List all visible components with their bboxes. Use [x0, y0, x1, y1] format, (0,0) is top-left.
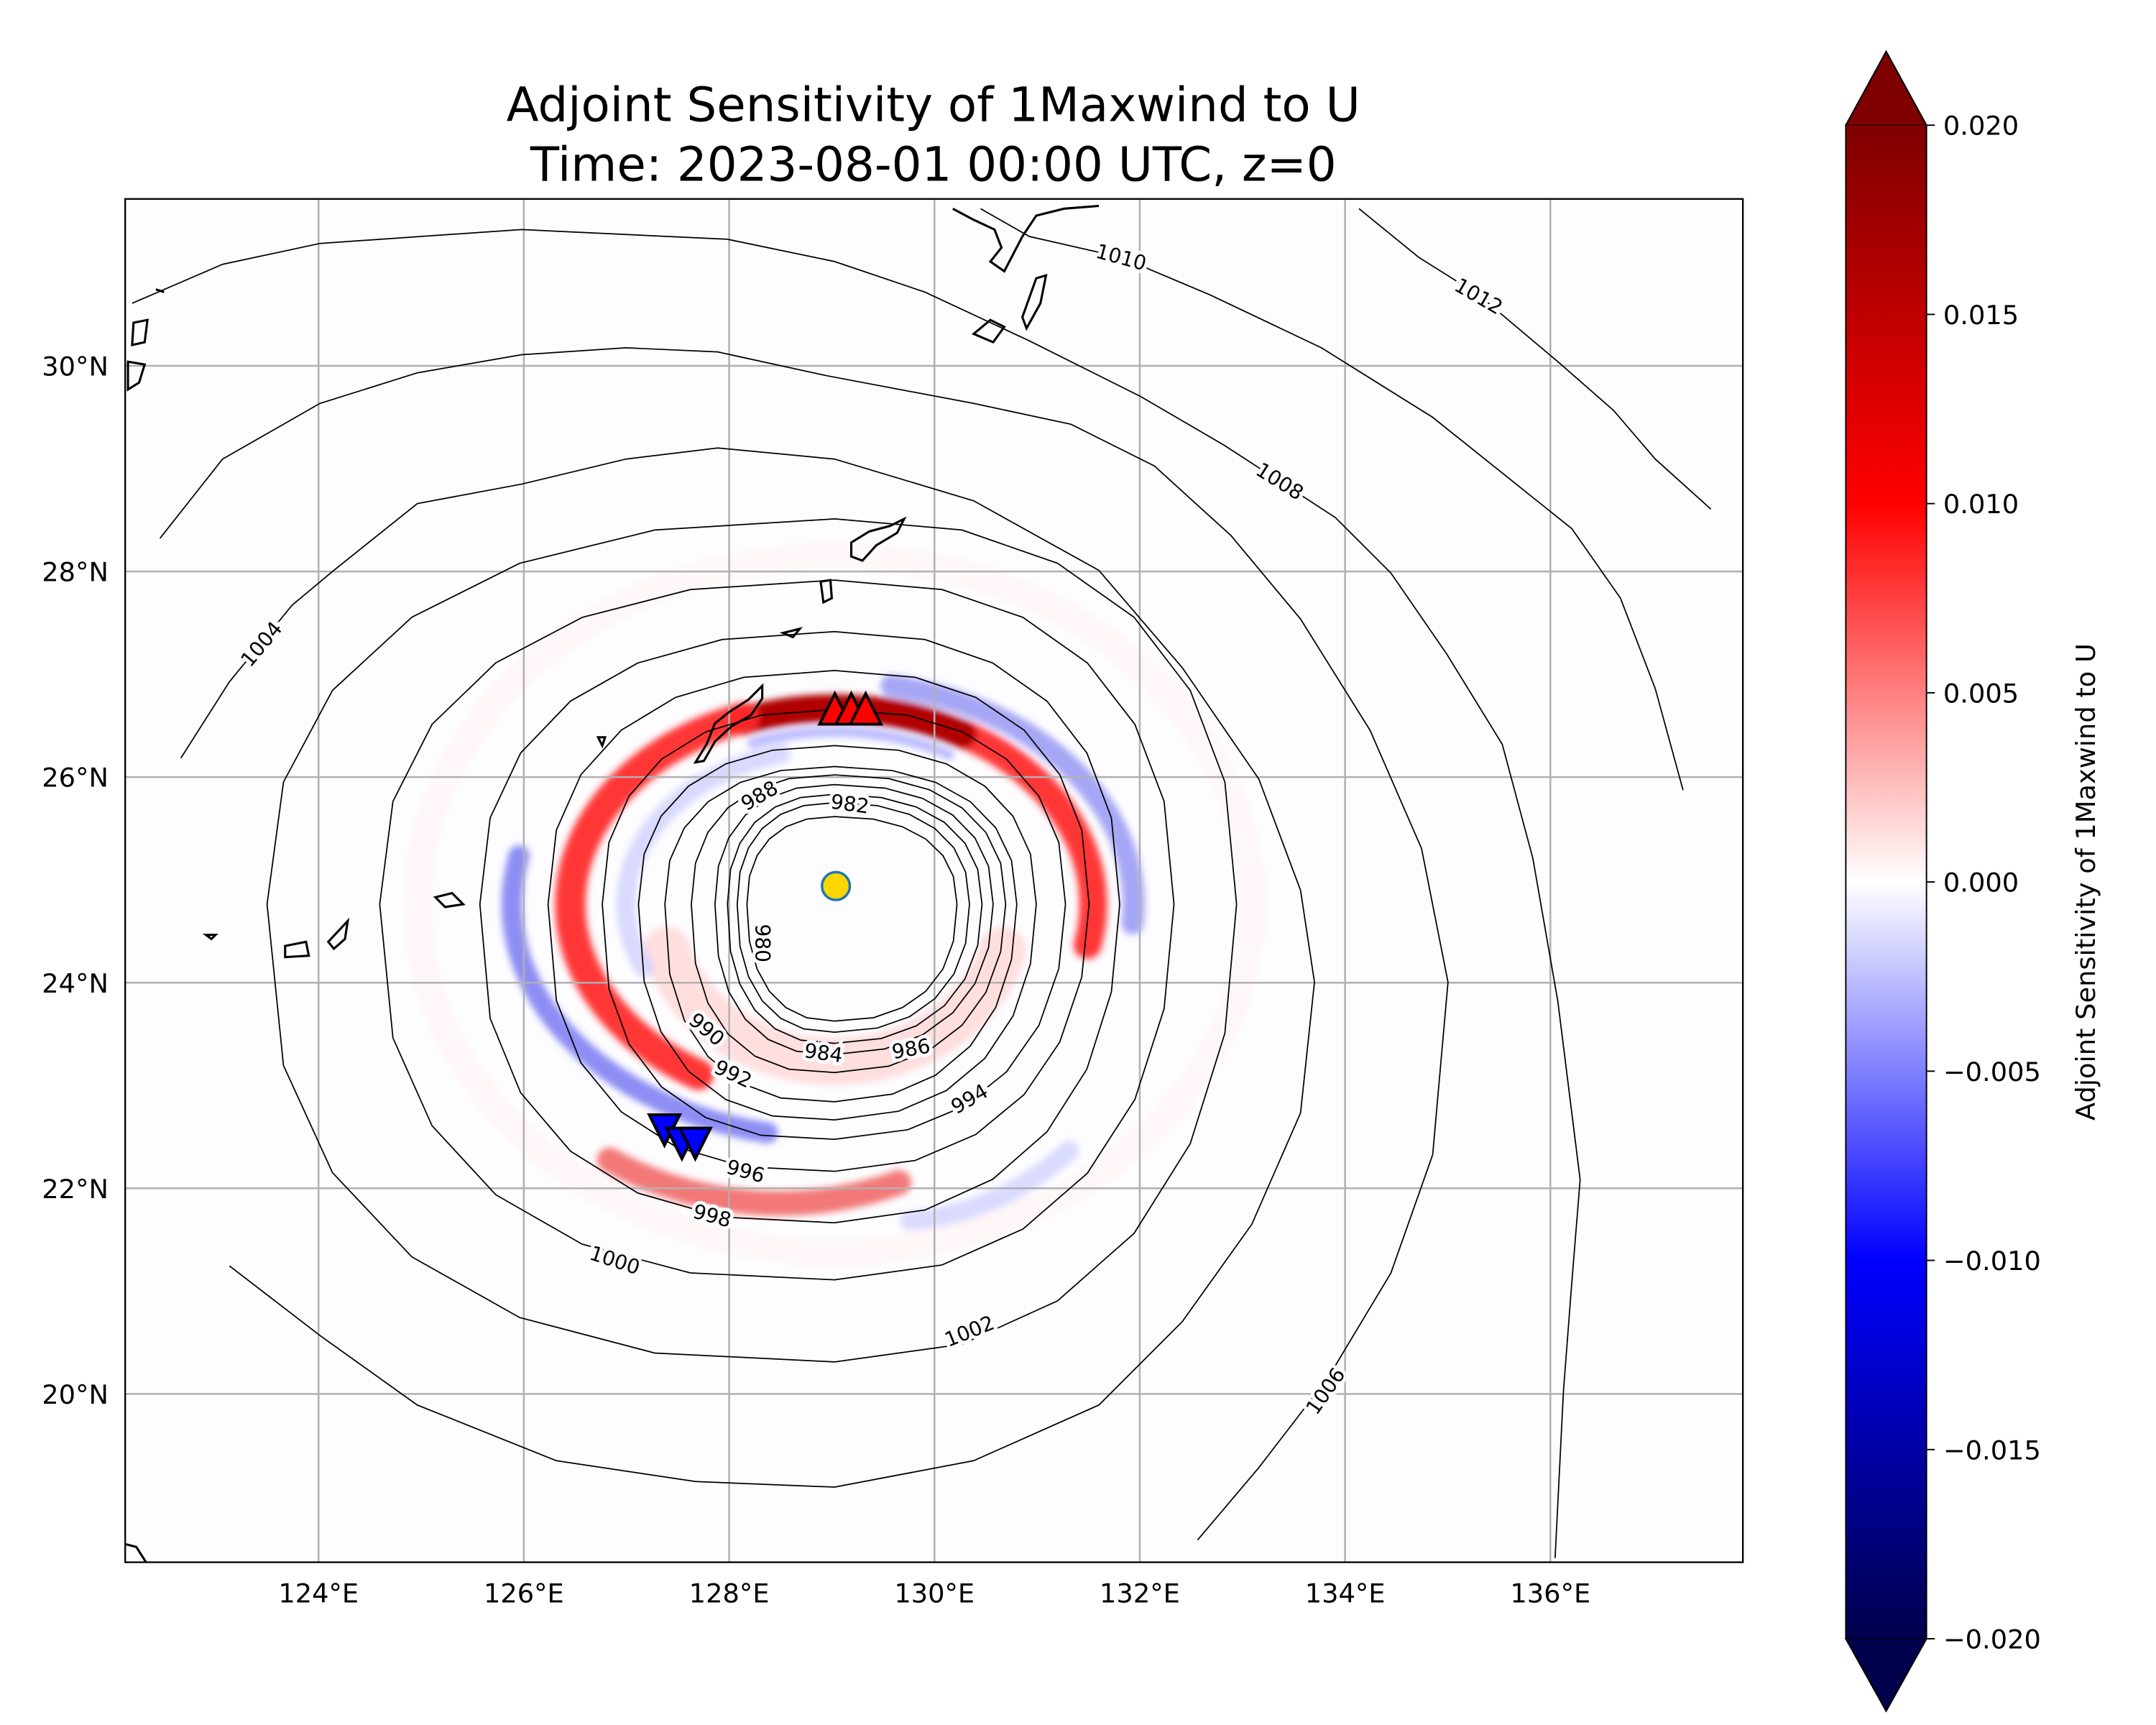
y-tick-label: 28°N [42, 557, 109, 588]
x-tick-label: 134°E [1305, 1578, 1386, 1609]
max-positive-marker [848, 690, 883, 726]
contour-984 [727, 794, 983, 1044]
colorbar-tick-label: 0.005 [1943, 678, 2019, 709]
x-tick-label: 130°E [894, 1578, 975, 1609]
contour-1000 [379, 579, 1175, 1281]
storm-center-marker [821, 870, 852, 901]
contour-990 [664, 765, 1018, 1103]
y-tick-label: 26°N [42, 763, 109, 794]
contour-982 [736, 801, 970, 1034]
contour-986 [714, 783, 994, 1055]
x-tick-label: 136°E [1510, 1578, 1590, 1609]
coastline [125, 1542, 147, 1563]
colorbar-label: Adjoint Sensitivity of 1Maxwind to U [2070, 643, 2101, 1121]
sensitivity-band [403, 542, 1266, 1266]
colorbar-extend-min [1844, 1638, 1928, 1713]
map-frame [124, 198, 1744, 1563]
coastlines [125, 204, 1100, 1563]
contour-label: 980 [750, 924, 774, 962]
colorbar-extend-max [1844, 50, 1928, 126]
coastline [1021, 274, 1048, 331]
coastline [952, 204, 1100, 344]
colorbar-tick-label: −0.015 [1943, 1435, 2041, 1466]
colorbar-ticks: 0.020 0.015 0.010 0.005 0.000 −0.005 −0.010 −0.… [1926, 111, 2041, 1655]
coastline [433, 891, 466, 908]
max-negative-marker [678, 1126, 713, 1162]
contour-992 [637, 745, 1037, 1121]
y-tick-label: 24°N [42, 968, 109, 999]
colorbar-tick-label: 0.000 [1943, 868, 2019, 898]
colorbar-tick-label: 0.010 [1943, 489, 2019, 520]
y-tick-label: 22°N [42, 1174, 109, 1205]
coastline [326, 917, 350, 951]
contour-1008 [132, 229, 1581, 1558]
pressure-contours [132, 208, 1712, 1558]
coastline [596, 736, 607, 749]
y-axis-ticks: 30°N 28°N 26°N 24°N 22°N 20°N [42, 351, 109, 1410]
colorbar-tick-label: 0.015 [1943, 300, 2019, 331]
sensitivity-band [596, 1147, 912, 1216]
sensitivity-band [555, 702, 760, 1090]
sensitivity-band [747, 727, 954, 760]
contour-1010 [980, 208, 1684, 791]
sensitivity-band [949, 720, 1107, 960]
colorbar-gradient [1846, 125, 1927, 1639]
contour-1004 [180, 447, 1315, 1488]
x-tick-label: 128°E [689, 1578, 770, 1609]
coastline [202, 934, 218, 941]
sensitivity-band [616, 744, 791, 978]
chart-title-line1: Adjoint Sensitivity of 1Maxwind to U [507, 77, 1360, 132]
contour-994 [602, 709, 1067, 1141]
colorbar-tick-label: −0.020 [1943, 1624, 2041, 1655]
chart-title-line2: Time: 2023-08-01 00:00 UTC, z=0 [530, 137, 1337, 193]
sensitivity-band [642, 926, 1026, 1085]
sensitivity-band [880, 674, 1145, 935]
x-tick-label: 126°E [484, 1578, 564, 1609]
colorbar: 0.020 0.015 0.010 0.005 0.000 −0.005 −0.010 −0.… [1844, 50, 2101, 1713]
contour-996 [547, 670, 1090, 1172]
coastline [284, 940, 310, 959]
sensitivity-field [403, 542, 1266, 1266]
contour-1006 [159, 346, 1449, 1541]
sensitivity-band [900, 1141, 1079, 1230]
colorbar-tick-label: −0.005 [1943, 1057, 2041, 1087]
x-tick-label: 124°E [278, 1578, 359, 1609]
x-axis-ticks: 124°E 126°E 128°E 130°E 132°E 134°E 136°E [278, 1578, 1590, 1609]
sensitivity-band [501, 845, 778, 1144]
x-tick-label: 132°E [1100, 1578, 1180, 1609]
contour-980 [746, 816, 958, 1022]
coastline [693, 683, 764, 764]
contour-1012 [1358, 208, 1712, 510]
y-tick-label: 20°N [42, 1379, 109, 1410]
y-tick-label: 30°N [42, 351, 109, 382]
coastline [849, 516, 907, 562]
contour-1002 [266, 518, 1238, 1363]
contour-988 [691, 774, 1007, 1074]
colorbar-tick-label: 0.020 [1943, 111, 2019, 142]
colorbar-tick-label: −0.010 [1943, 1246, 2041, 1276]
markers [647, 690, 883, 1162]
contour-998 [479, 630, 1120, 1224]
